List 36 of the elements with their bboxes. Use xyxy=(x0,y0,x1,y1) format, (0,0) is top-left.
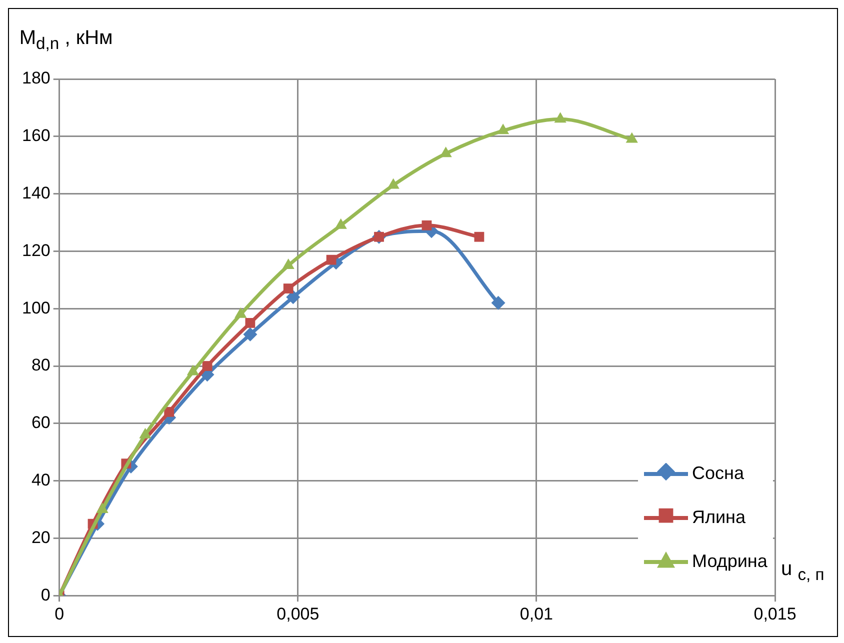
y-tick-label: 120 xyxy=(22,240,50,260)
x-axis-title: u $_{c, п}$ xyxy=(781,558,824,585)
x-tick-label: 0,01 xyxy=(520,604,553,624)
point xyxy=(326,254,336,265)
point xyxy=(282,258,294,270)
point xyxy=(245,318,256,328)
point xyxy=(554,112,566,123)
point xyxy=(164,406,174,417)
y-axis-title: M$_{d,n}$ , кНм xyxy=(19,27,113,54)
point xyxy=(286,290,300,304)
point xyxy=(243,327,258,342)
y-tick-label: 100 xyxy=(22,298,50,318)
point xyxy=(474,232,484,242)
legend-label: Модрина xyxy=(692,551,768,572)
x-tick-label: 0 xyxy=(54,604,64,624)
x-tick-label: 0,015 xyxy=(754,604,796,624)
y-tick-label: 180 xyxy=(22,68,50,88)
y-tick-label: 60 xyxy=(31,413,50,432)
x-tick-label: 0,005 xyxy=(276,604,320,624)
point xyxy=(491,296,506,310)
legend-label: Сосна xyxy=(692,463,744,484)
y-tick-label: 0 xyxy=(40,585,50,604)
point xyxy=(422,220,432,230)
point xyxy=(202,361,212,371)
y-tick-label: 80 xyxy=(31,356,50,375)
point xyxy=(626,132,638,143)
y-tick-label: 140 xyxy=(22,183,50,202)
point xyxy=(283,284,294,294)
point xyxy=(334,218,347,229)
y-tick-label: 40 xyxy=(31,470,50,490)
point xyxy=(496,124,510,134)
point xyxy=(387,178,400,189)
legend-label: Ялина xyxy=(692,507,746,528)
point xyxy=(234,307,247,318)
y-tick-label: 160 xyxy=(22,126,50,146)
y-tick-label: 20 xyxy=(31,528,50,547)
